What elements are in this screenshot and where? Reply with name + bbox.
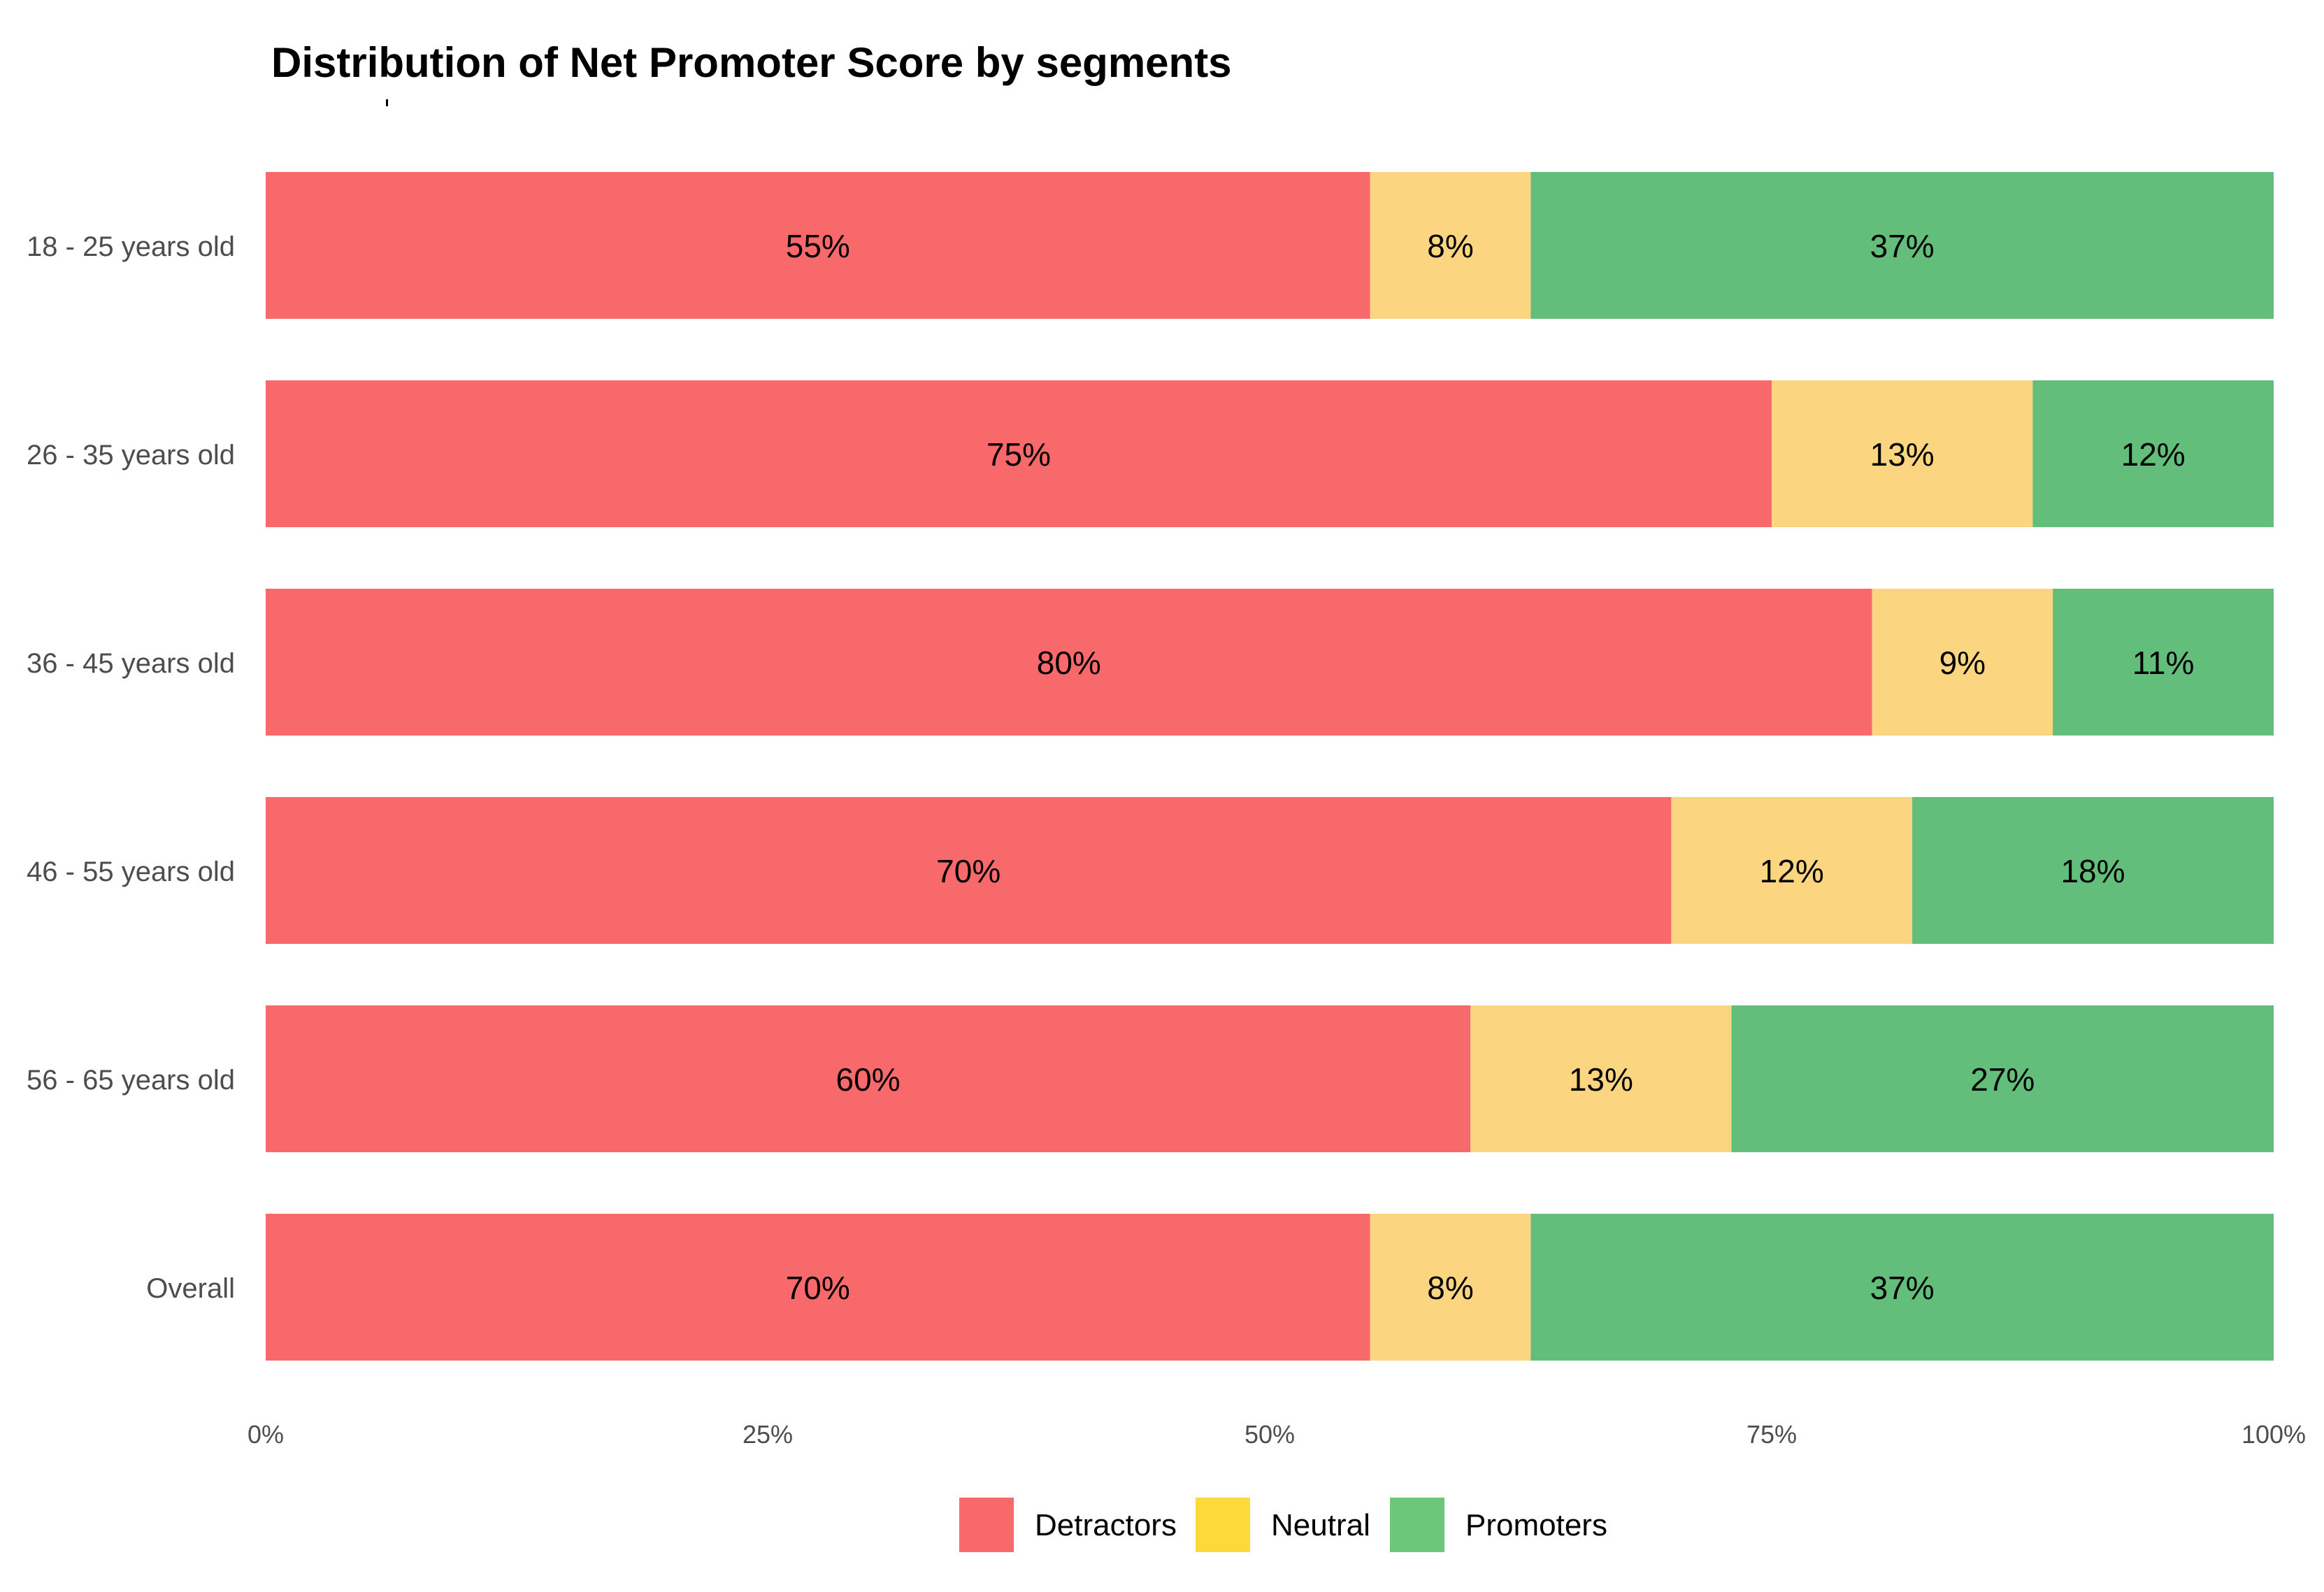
- y-tick-label-0: 18 - 25 years old: [27, 231, 235, 262]
- data-label-neutral-0: 8%: [1427, 228, 1473, 264]
- bar-segment-neutral-2: [1872, 589, 2053, 736]
- bar-segment-promoters-5: [1530, 1214, 2274, 1361]
- bar-segment-detractors-1: [266, 380, 1772, 527]
- data-label-detractors-2: 80%: [1037, 645, 1101, 681]
- bar-segment-promoters-1: [2032, 380, 2274, 527]
- data-label-neutral-2: 9%: [1939, 645, 1986, 681]
- bar-segment-neutral-5: [1370, 1214, 1531, 1361]
- legend: Detractors Neutral Promoters: [959, 1498, 1607, 1552]
- legend-swatch-detractors: [959, 1498, 1014, 1552]
- y-tick-label-3: 46 - 55 years old: [27, 856, 235, 887]
- bar-segment-promoters-0: [1530, 172, 2274, 319]
- bar-segment-promoters-3: [1912, 797, 2274, 944]
- data-label-promoters-5: 37%: [1870, 1270, 1935, 1306]
- bar-segment-neutral-3: [1671, 797, 1913, 944]
- data-label-neutral-1: 13%: [1870, 436, 1935, 473]
- title-tick-mark: [386, 99, 388, 106]
- bar-segment-promoters-4: [1731, 1005, 2274, 1152]
- bar-segment-detractors-3: [266, 797, 1672, 944]
- x-tick-label-2: 50%: [1245, 1420, 1295, 1449]
- y-tick-label-4: 56 - 65 years old: [27, 1065, 235, 1096]
- data-label-neutral-5: 8%: [1427, 1270, 1473, 1306]
- data-label-detractors-1: 75%: [987, 436, 1051, 473]
- y-axis-labels: 18 - 25 years old 26 - 35 years old 36 - 4…: [27, 231, 235, 1304]
- legend-swatch-neutral: [1196, 1498, 1250, 1552]
- bar-segment-neutral-4: [1470, 1005, 1732, 1152]
- x-tick-label-1: 25%: [743, 1420, 793, 1449]
- data-label-detractors-4: 60%: [836, 1061, 901, 1098]
- data-label-promoters-1: 12%: [2121, 436, 2186, 473]
- y-tick-label-1: 26 - 35 years old: [27, 440, 235, 471]
- bar-segment-promoters-2: [2053, 589, 2274, 736]
- data-label-promoters-3: 18%: [2060, 853, 2125, 889]
- y-tick-label-5: Overall: [146, 1273, 235, 1304]
- bar-segment-neutral-1: [1772, 380, 2033, 527]
- data-label-neutral-4: 13%: [1569, 1061, 1633, 1098]
- x-tick-label-0: 0%: [248, 1420, 284, 1449]
- legend-swatch-promoters: [1390, 1498, 1444, 1552]
- x-tick-label-3: 75%: [1746, 1420, 1797, 1449]
- data-label-promoters-2: 11%: [2132, 645, 2195, 681]
- bar-segment-neutral-0: [1370, 172, 1531, 319]
- data-label-detractors-3: 70%: [936, 853, 1000, 889]
- data-label-neutral-3: 12%: [1760, 853, 1824, 889]
- bar-segment-detractors-0: [266, 172, 1370, 319]
- bar-segment-detractors-4: [266, 1005, 1471, 1152]
- legend-label-detractors: Detractors: [1035, 1508, 1177, 1542]
- bar-segment-detractors-2: [266, 589, 1872, 736]
- data-label-promoters-0: 37%: [1870, 228, 1935, 264]
- bars-group: 55% 8% 37% 75% 13% 12% 80% 9% 11% 70% 12% 18% 60% 13%…: [266, 172, 2274, 1361]
- y-tick-label-2: 36 - 45 years old: [27, 648, 235, 679]
- data-label-promoters-4: 27%: [1970, 1061, 2035, 1098]
- bar-segment-detractors-5: [266, 1214, 1370, 1361]
- chart-title: Distribution of Net Promoter Score by se…: [271, 39, 1232, 86]
- legend-label-neutral: Neutral: [1271, 1508, 1370, 1542]
- x-axis-tick-labels: 0% 25% 50% 75% 100%: [248, 1420, 2306, 1449]
- data-label-detractors-0: 55%: [786, 228, 850, 264]
- x-tick-label-4: 100%: [2241, 1420, 2306, 1449]
- data-label-detractors-5: 70%: [786, 1270, 850, 1306]
- legend-label-promoters: Promoters: [1465, 1508, 1607, 1542]
